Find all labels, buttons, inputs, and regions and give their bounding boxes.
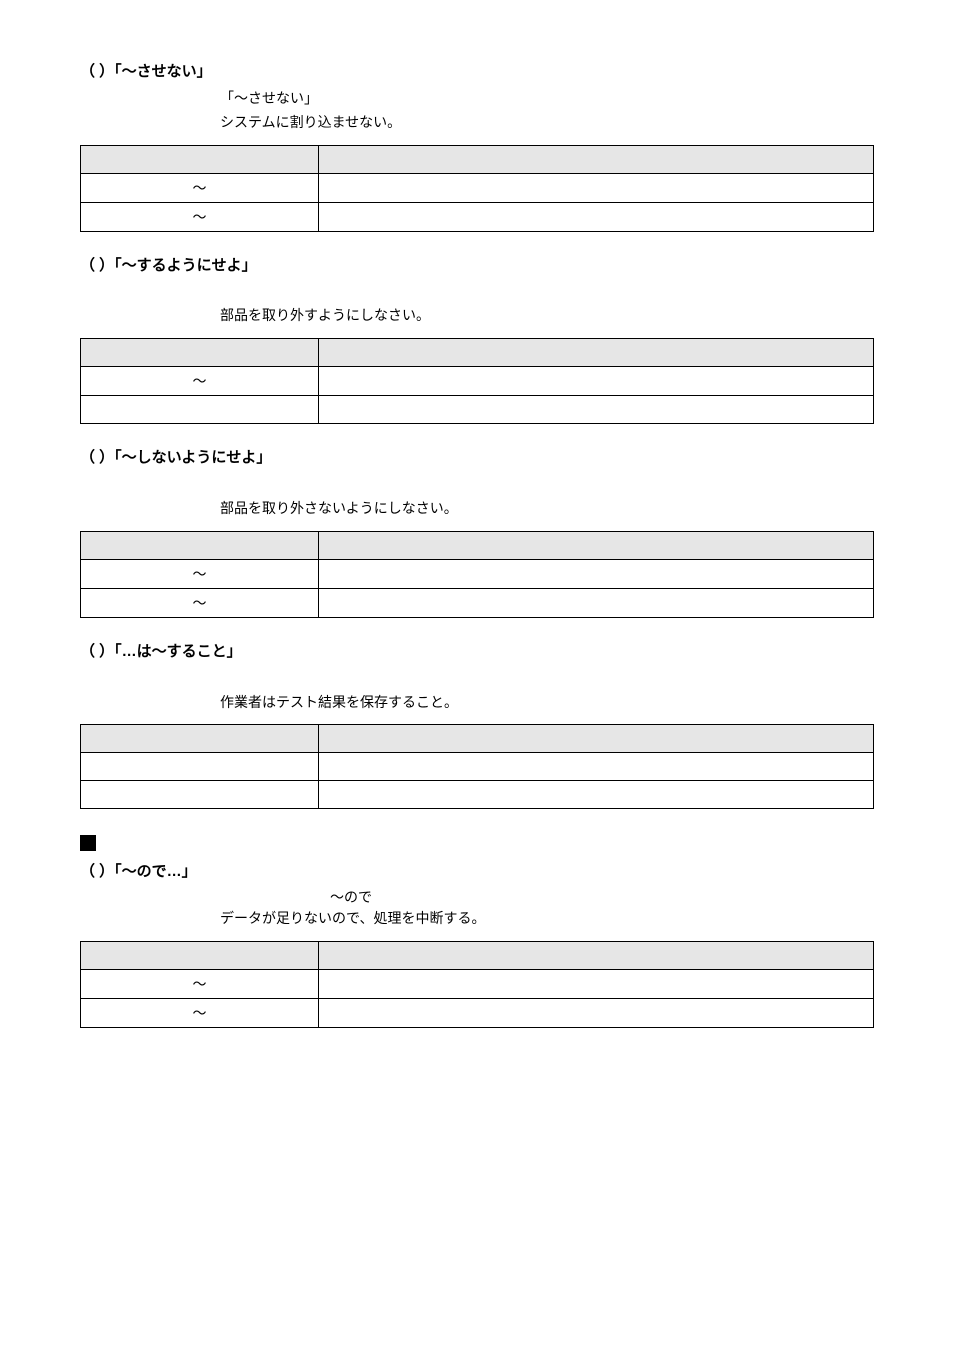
table-row	[81, 753, 874, 781]
table-cell-right	[318, 781, 873, 809]
table-cell-left: 〜	[81, 173, 319, 202]
example-sentence: データが足りないので、処理を中断する。	[220, 907, 874, 931]
table-row: 〜	[81, 367, 874, 396]
table-cell-left	[81, 531, 319, 559]
table-cell-left	[81, 942, 319, 970]
table-row	[81, 145, 874, 173]
table-row: 〜	[81, 999, 874, 1028]
table-row	[81, 396, 874, 424]
table-cell-right	[318, 145, 873, 173]
section-node: （ ）「〜ので…」 〜ので データが足りないので、処理を中断する。 〜 〜	[80, 860, 874, 1028]
table-cell-left: 〜	[81, 202, 319, 231]
table-row	[81, 725, 874, 753]
grammar-table: 〜 〜	[80, 145, 874, 232]
table-cell-left	[81, 753, 319, 781]
table-cell-left	[81, 396, 319, 424]
section-shinaiyouni: （ ）「〜しないようにせよ」 部品を取り外さないようにしなさい。 〜 〜	[80, 446, 874, 618]
table-cell-right	[318, 173, 873, 202]
heading: （ ）「…は〜すること」	[80, 640, 874, 661]
example-sentence: 作業者はテスト結果を保存すること。	[220, 691, 874, 715]
table-cell-right	[318, 970, 873, 999]
table-cell-right	[318, 942, 873, 970]
blank-line	[220, 281, 874, 305]
section-surukoto: （ ）「…は〜すること」 作業者はテスト結果を保存すること。	[80, 640, 874, 810]
example-sentence: システムに割り込ませない。	[220, 111, 874, 135]
table-row: 〜	[81, 559, 874, 588]
table-row	[81, 942, 874, 970]
blank-line	[220, 473, 874, 497]
table-cell-left	[81, 145, 319, 173]
grammar-table: 〜 〜	[80, 941, 874, 1028]
table-cell-right	[318, 999, 873, 1028]
section-sasenai: （ ）「〜させない」 「〜させない」 システムに割り込ませない。 〜 〜	[80, 60, 874, 232]
example-sentence: 部品を取り外すようにしなさい。	[220, 304, 874, 328]
table-row: 〜	[81, 970, 874, 999]
section-suruyouni: （ ）「〜するようにせよ」 部品を取り外すようにしなさい。 〜	[80, 254, 874, 425]
table-row	[81, 339, 874, 367]
table-cell-left	[81, 339, 319, 367]
table-cell-right	[318, 367, 873, 396]
table-row	[81, 781, 874, 809]
grammar-table: 〜	[80, 338, 874, 424]
table-row: 〜	[81, 173, 874, 202]
table-row: 〜	[81, 588, 874, 617]
heading: （ ）「〜するようにせよ」	[80, 254, 874, 275]
table-cell-right	[318, 559, 873, 588]
table-cell-right	[318, 396, 873, 424]
table-cell-left: 〜	[81, 559, 319, 588]
heading: （ ）「〜させない」	[80, 60, 874, 81]
table-cell-left: 〜	[81, 970, 319, 999]
table-cell-right	[318, 588, 873, 617]
heading: （ ）「〜しないようにせよ」	[80, 446, 874, 467]
table-cell-left	[81, 781, 319, 809]
heading: （ ）「〜ので…」	[80, 860, 874, 881]
table-cell-right	[318, 531, 873, 559]
example-label: 「〜させない」	[220, 87, 874, 111]
example-sentence: 部品を取り外さないようにしなさい。	[220, 497, 874, 521]
table-cell-right	[318, 339, 873, 367]
grammar-table	[80, 724, 874, 809]
table-cell-left: 〜	[81, 367, 319, 396]
blank-line	[220, 667, 874, 691]
table-cell-left	[81, 725, 319, 753]
table-cell-left: 〜	[81, 999, 319, 1028]
table-row	[81, 531, 874, 559]
black-square-icon	[80, 835, 96, 851]
table-cell-right	[318, 202, 873, 231]
node-label: 〜ので	[330, 887, 874, 907]
table-cell-left: 〜	[81, 588, 319, 617]
table-row: 〜	[81, 202, 874, 231]
table-cell-right	[318, 725, 873, 753]
grammar-table: 〜 〜	[80, 531, 874, 618]
table-cell-right	[318, 753, 873, 781]
section-marker	[80, 831, 874, 860]
